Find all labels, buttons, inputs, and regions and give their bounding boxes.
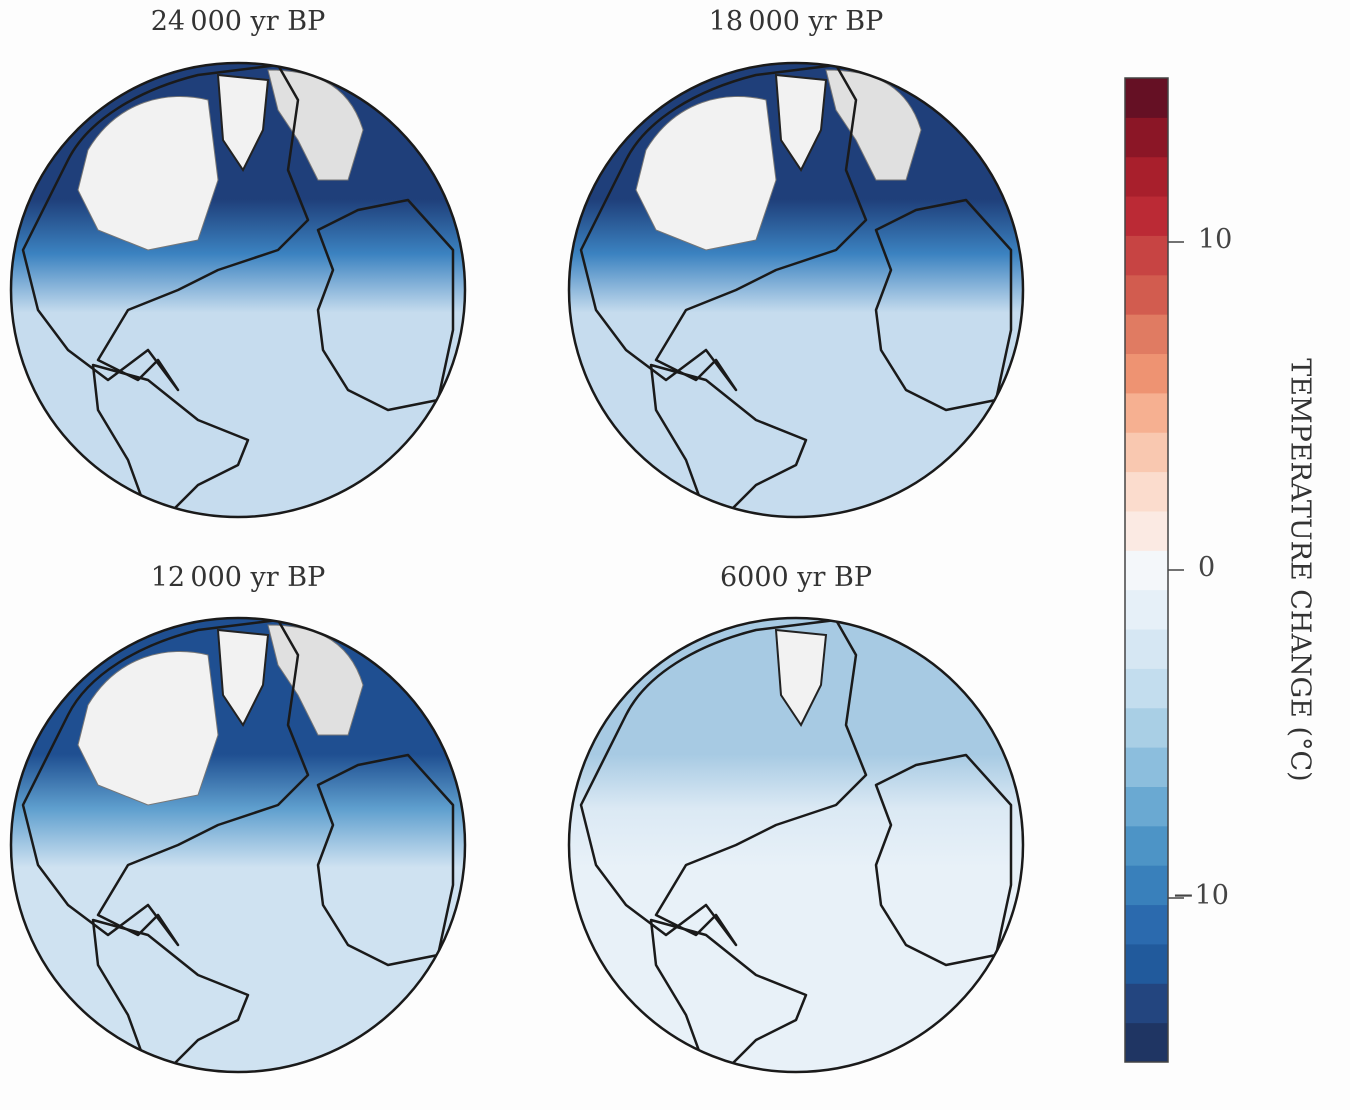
coastline-north-america xyxy=(579,618,868,947)
colorbar-label: TEMPERATURE CHANGE (°C) xyxy=(1284,358,1316,782)
coastline-africa-europe xyxy=(316,753,455,967)
colorbar-band xyxy=(1125,1022,1168,1063)
colorbar-band xyxy=(1125,589,1168,630)
colorbar-band xyxy=(1125,550,1168,591)
colorbar-band xyxy=(1125,747,1168,787)
colorbar-band xyxy=(1125,432,1168,473)
greenland xyxy=(216,73,270,172)
globe-panel xyxy=(9,61,467,519)
globe-outline xyxy=(9,61,467,519)
colorbar-band xyxy=(1125,196,1168,236)
ice-sheet-eurasia xyxy=(825,69,922,181)
colorbar-band xyxy=(1125,510,1168,551)
colorbar-band xyxy=(1125,235,1168,276)
ice-sheet-eurasia xyxy=(267,624,364,736)
temperature-field xyxy=(569,618,1023,1072)
globe-outline xyxy=(567,61,1025,519)
panel-title-6000: 6000 yr BP xyxy=(719,562,873,593)
colorbar-band xyxy=(1125,117,1168,158)
colorbar-band xyxy=(1125,786,1168,827)
coastline-south-america xyxy=(649,363,808,517)
colorbar-tick-neg10: −10 xyxy=(1172,880,1229,911)
colorbar-band xyxy=(1125,707,1168,748)
globe-outline xyxy=(567,616,1025,1074)
colorbar-band xyxy=(1125,904,1168,945)
coastline-north-america xyxy=(21,63,310,392)
colorbar-band xyxy=(1125,629,1168,669)
ice-sheet-eurasia xyxy=(267,69,364,181)
colorbar-band xyxy=(1125,78,1168,118)
panel-title-18000: 18 000 yr BP xyxy=(708,6,884,37)
coastline-south-america xyxy=(91,918,250,1072)
coastline-africa-europe xyxy=(874,198,1013,412)
coastline-south-america xyxy=(91,363,250,517)
colorbar-band xyxy=(1125,353,1168,394)
coastline-africa-europe xyxy=(316,198,455,412)
colorbar-band xyxy=(1125,668,1168,709)
colorbar-band xyxy=(1125,314,1168,355)
panel-title-12000: 12 000 yr BP xyxy=(150,562,326,593)
greenland xyxy=(774,628,828,727)
colorbar-tick-10: 10 xyxy=(1198,224,1233,255)
colorbar-tick-0: 0 xyxy=(1198,552,1216,583)
globe-outline xyxy=(9,616,467,1074)
colorbar-band xyxy=(1125,983,1168,1024)
colorbar-band xyxy=(1125,471,1168,512)
colorbar-band xyxy=(1125,392,1168,433)
ice-sheet-north-america xyxy=(77,651,219,806)
globe-panel xyxy=(567,616,1025,1074)
colorbar-band xyxy=(1125,825,1168,866)
greenland xyxy=(774,73,828,172)
colorbar-band xyxy=(1125,943,1168,984)
colorbar-band xyxy=(1125,156,1168,197)
coastline-north-america xyxy=(579,63,868,392)
globe-panel xyxy=(9,616,467,1074)
coastline-africa-europe xyxy=(874,753,1013,967)
panel-title-24000: 24 000 yr BP xyxy=(150,6,326,37)
colorbar-band xyxy=(1125,274,1168,315)
coastline-north-america xyxy=(21,618,310,947)
ice-sheet-north-america xyxy=(635,96,777,251)
globe-panel xyxy=(567,61,1025,519)
greenland xyxy=(216,628,270,727)
ice-sheet-north-america xyxy=(77,96,219,251)
coastline-south-america xyxy=(649,918,808,1072)
colorbar-band xyxy=(1125,865,1168,906)
